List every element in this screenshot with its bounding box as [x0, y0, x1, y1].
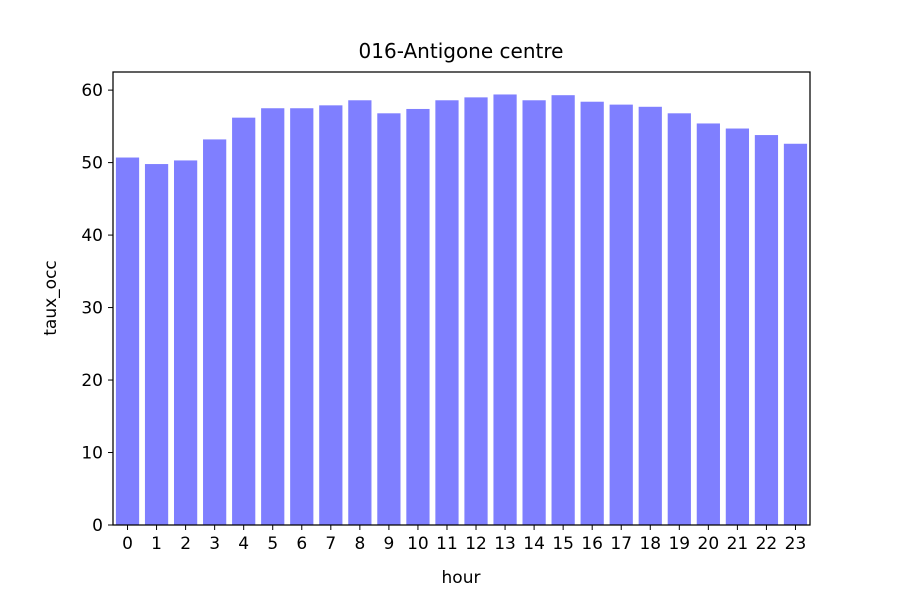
x-tick-label: 7: [325, 534, 336, 554]
bar-hour-6: [290, 108, 314, 526]
bar-hour-3: [203, 139, 227, 525]
x-tick-label: 6: [296, 534, 307, 554]
x-tick-label: 16: [581, 534, 603, 554]
bar-hour-15: [551, 95, 575, 525]
x-tick-label: 1: [151, 534, 162, 554]
plot-frame: [112, 71, 811, 526]
bar-hour-8: [348, 100, 372, 526]
y-tick-label: 60: [81, 81, 103, 101]
x-tick-label: 8: [354, 534, 365, 554]
x-tick-label: 5: [267, 534, 278, 554]
bar-hour-5: [261, 108, 285, 526]
bar-hour-22: [754, 135, 779, 525]
bar-hour-13: [493, 94, 517, 525]
x-tick-label: 18: [639, 534, 661, 554]
x-tick-label: 20: [698, 534, 720, 554]
bar-hour-18: [638, 106, 662, 525]
y-tick-label: 10: [81, 444, 103, 464]
x-tick-label: 23: [785, 534, 807, 554]
y-tick-label: 30: [81, 299, 103, 319]
x-tick-label: 2: [180, 534, 191, 554]
bar-hour-4: [232, 117, 256, 525]
bar-hour-17: [609, 104, 633, 526]
y-axis-ticks: 0 10 20 30 40 50 60: [81, 81, 113, 536]
bar-hour-21: [725, 128, 750, 525]
bar-hour-11: [435, 100, 459, 526]
bar-hour-16: [580, 101, 604, 525]
bar-hour-10: [406, 108, 430, 526]
bar-hour-7: [319, 105, 343, 525]
bar-hour-0: [115, 157, 140, 525]
x-tick-label: 0: [122, 534, 133, 554]
bar-hour-23: [783, 143, 808, 525]
y-tick-label: 0: [92, 516, 103, 536]
x-tick-label: 11: [436, 534, 458, 554]
chart-title: 016-Antigone centre: [359, 39, 564, 63]
y-axis-label: taux_occ: [41, 260, 61, 336]
x-tick-label: 19: [668, 534, 690, 554]
x-tick-label: 4: [238, 534, 249, 554]
bar-hour-19: [667, 113, 691, 525]
bar-hour-14: [522, 100, 546, 526]
bar-hour-9: [377, 113, 401, 525]
x-tick-label: 14: [523, 534, 545, 554]
bars-group: [115, 94, 808, 526]
x-tick-label: 13: [494, 534, 516, 554]
x-tick-label: 3: [209, 534, 220, 554]
x-tick-label: 17: [610, 534, 632, 554]
bar-hour-12: [464, 97, 488, 526]
y-tick-label: 20: [81, 371, 103, 391]
bar-hour-20: [696, 123, 720, 526]
x-tick-label: 12: [465, 534, 487, 554]
x-tick-label: 21: [727, 534, 749, 554]
x-tick-label: 9: [383, 534, 394, 554]
y-tick-label: 40: [81, 226, 103, 246]
x-tick-label: 15: [552, 534, 574, 554]
x-tick-label: 10: [407, 534, 429, 554]
bar-hour-2: [173, 160, 198, 525]
bar-hour-1: [144, 164, 169, 526]
x-tick-label: 22: [756, 534, 778, 554]
x-axis-ticks: 0 1 2 3 4 5 6 7 8 9 10 11 12 13 14 15 16 17 18 19 20 21 22 23: [122, 525, 806, 554]
y-tick-label: 50: [81, 154, 103, 174]
x-axis-label: hour: [442, 568, 481, 588]
